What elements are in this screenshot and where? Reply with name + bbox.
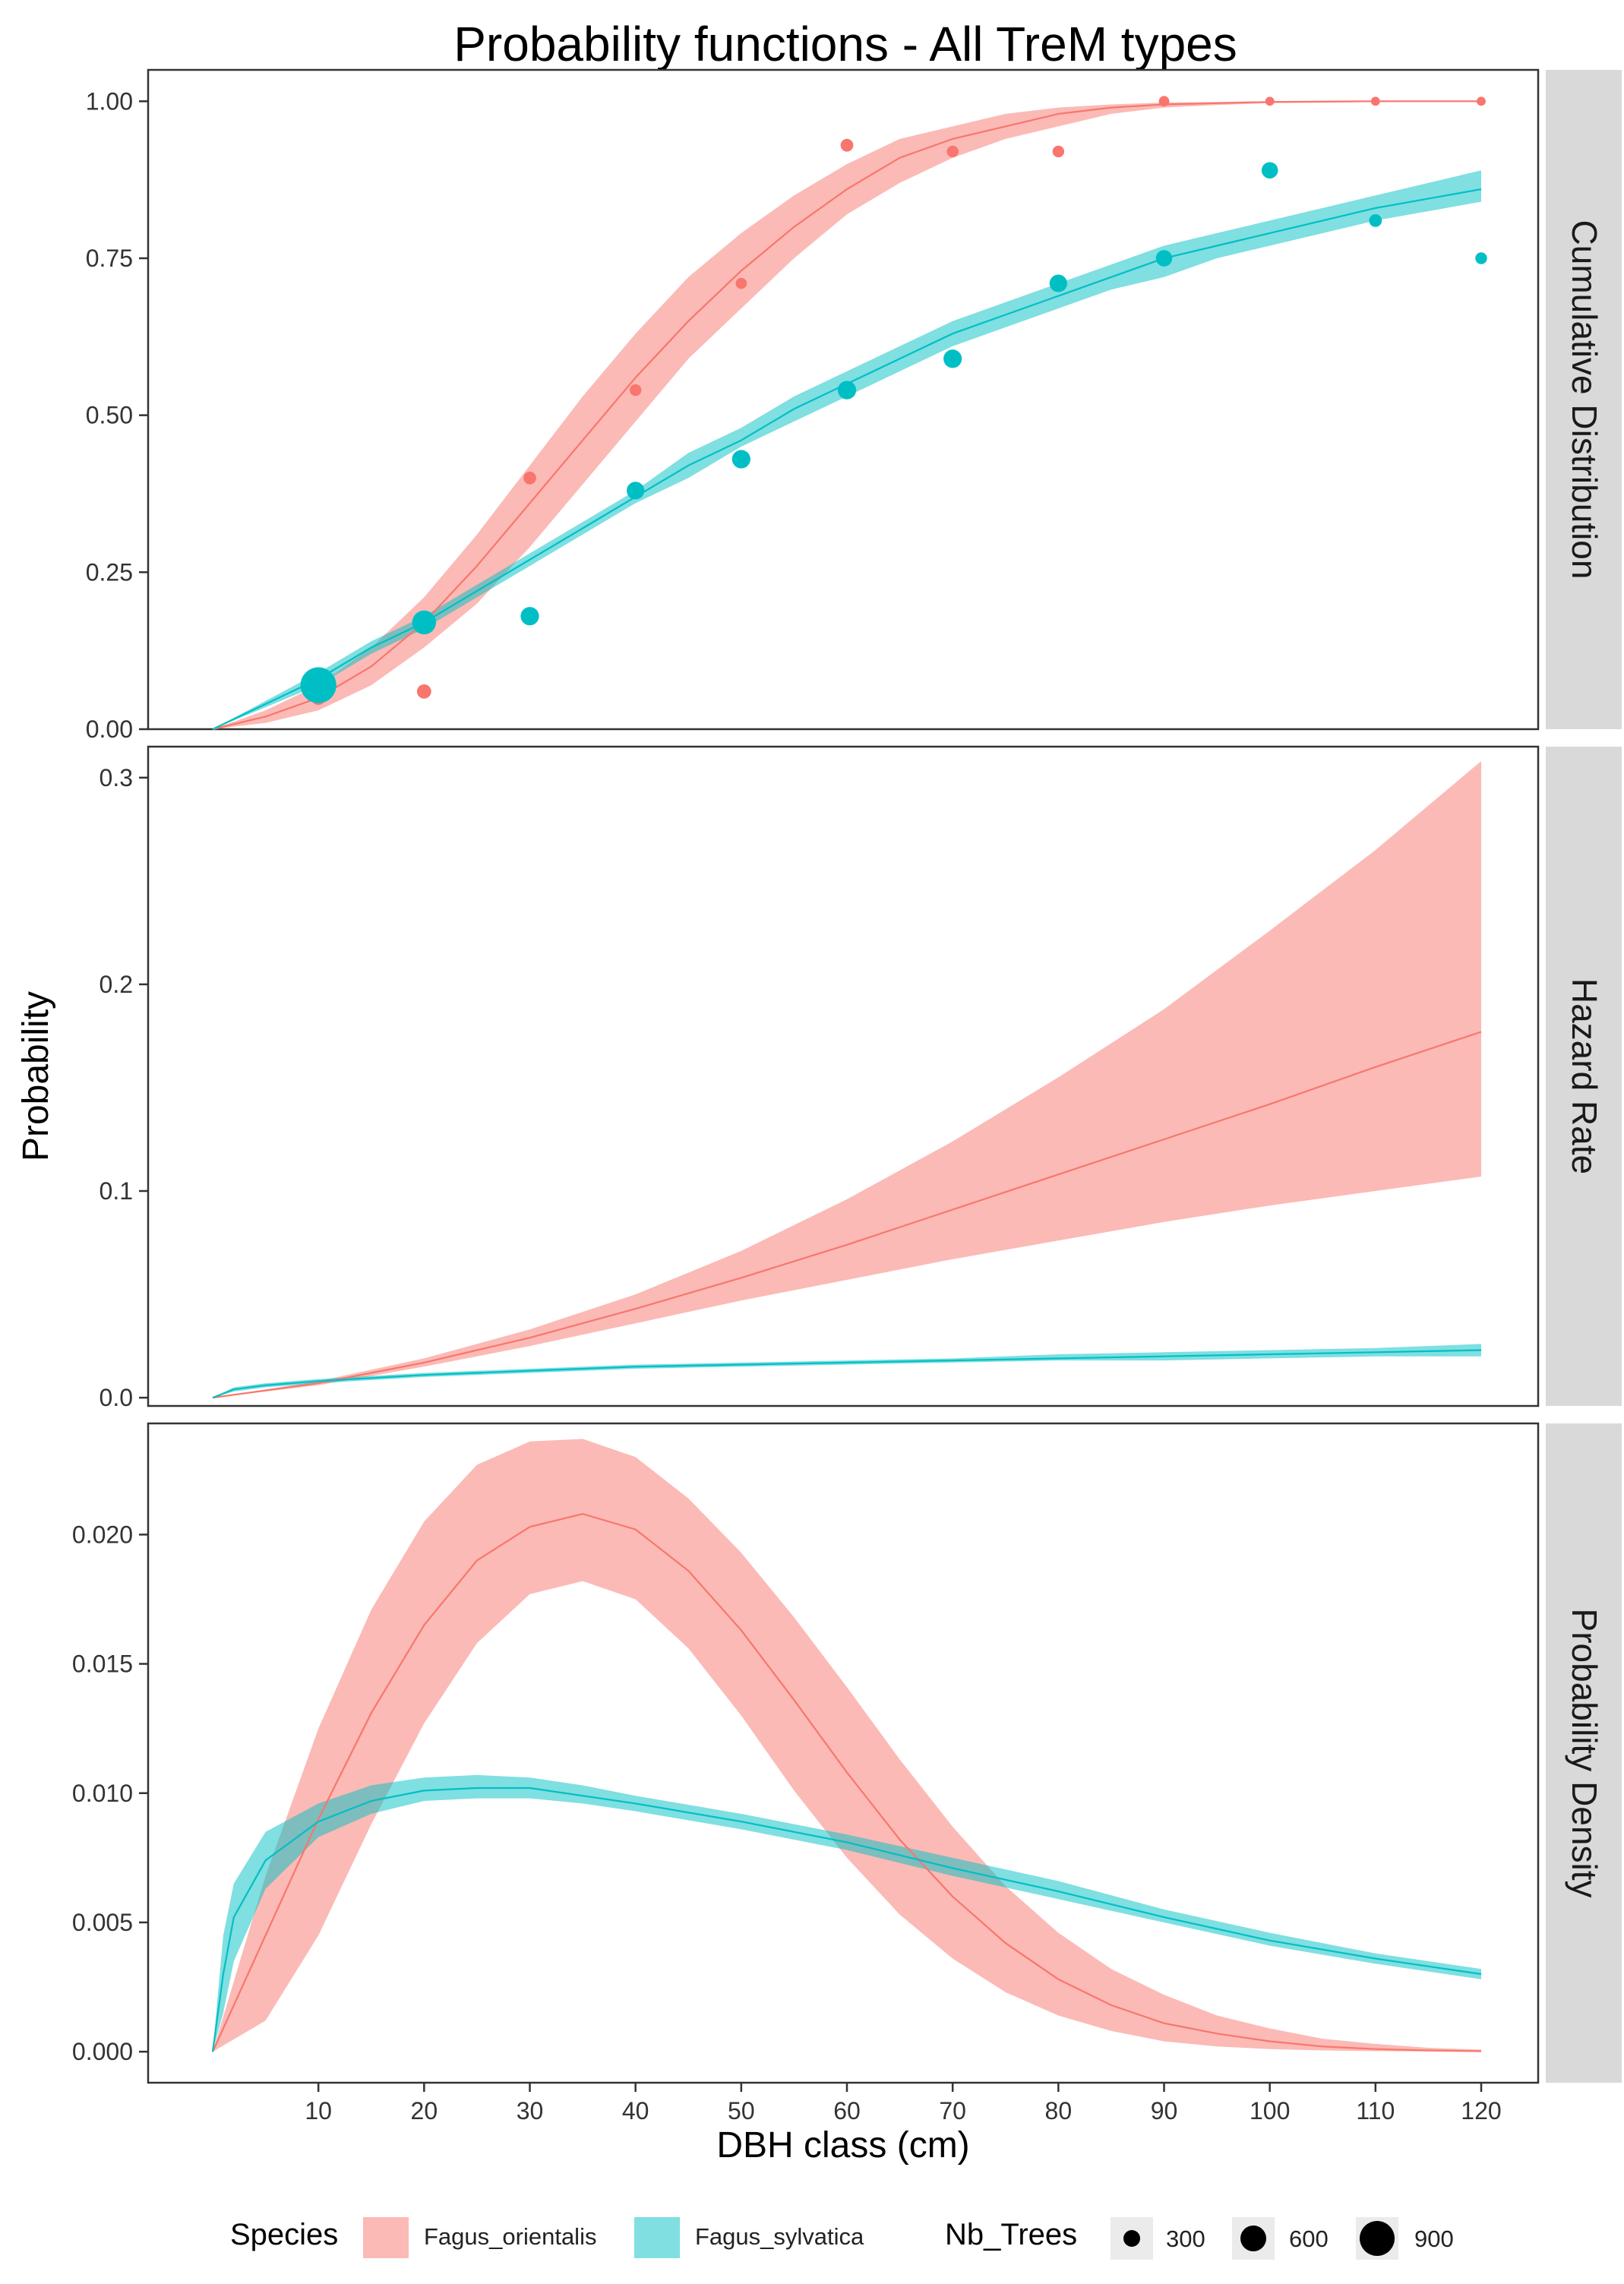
y-tick-label: 1.00 (86, 87, 133, 115)
x-tick-label: 40 (622, 2097, 649, 2124)
confidence-bands (213, 761, 1481, 1398)
strip-label-probability-density: Probability Density (1565, 1609, 1604, 1898)
panel-hazard-rate: 0.0 0.1 0.2 0.3 Hazard Rate (100, 745, 1622, 1411)
legend-title-species: Species (230, 2218, 338, 2251)
x-axis-label: DBH class (cm) (716, 2125, 969, 2166)
point-fagus-sylvatica-40 (627, 482, 645, 500)
point-fagus-sylvatica-20 (412, 610, 437, 635)
x-tick-label: 10 (305, 2097, 332, 2124)
point-fagus-orientalis-90 (1158, 96, 1170, 107)
y-tick-label: 0.020 (72, 1521, 133, 1548)
point-fagus-sylvatica-100 (1261, 162, 1278, 179)
y-axis-ticks: 0.0 0.1 0.2 0.3 (100, 764, 148, 1411)
strip-label-cumulative-distribution: Cumulative Distribution (1565, 220, 1604, 580)
point-fagus-sylvatica-90 (1155, 250, 1173, 267)
y-tick-label: 0.000 (72, 2038, 133, 2065)
x-tick-label: 50 (728, 2097, 755, 2124)
x-tick-label: 80 (1045, 2097, 1073, 2124)
y-tick-label: 0.75 (86, 245, 133, 272)
line-fagus-orientalis (212, 100, 1481, 731)
point-fagus-sylvatica-110 (1369, 214, 1382, 227)
point-fagus-orientalis-110 (1370, 96, 1380, 106)
point-fagus-sylvatica-120 (1475, 252, 1487, 264)
point-fagus-sylvatica-60 (837, 381, 857, 400)
series-lines (211, 1512, 1482, 2052)
y-tick-label: 0.50 (86, 402, 133, 429)
point-fagus-orientalis-20 (416, 684, 431, 699)
point-fagus-orientalis-120 (1477, 96, 1486, 106)
line-fagus-sylvatica (211, 1786, 1482, 2052)
panel-strip (1546, 70, 1622, 729)
point-fagus-orientalis-100 (1265, 96, 1275, 106)
point-fagus-orientalis-50 (735, 277, 747, 289)
legend-size-dot-600 (1240, 2226, 1266, 2251)
strip-label-hazard-rate: Hazard Rate (1565, 978, 1604, 1174)
y-axis-ticks: 0.00 0.25 0.50 0.75 1.00 (86, 87, 148, 743)
series-lines (212, 100, 1482, 731)
line-fagus-sylvatica (212, 188, 1482, 730)
y-tick-label: 0.005 (72, 1909, 133, 1936)
band-fagus-orientalis (213, 1439, 1481, 2052)
line-fagus-orientalis (212, 1031, 1482, 1399)
y-tick-label: 0.0 (100, 1384, 133, 1411)
series-lines (212, 1031, 1482, 1399)
x-tick-label: 60 (833, 2097, 861, 2124)
legend-key-fagus-sylvatica (634, 2217, 680, 2258)
y-tick-label: 0.3 (100, 764, 133, 791)
y-tick-label: 0.2 (100, 971, 133, 998)
point-fagus-orientalis-70 (946, 145, 959, 158)
legend: Species Fagus_orientalis Fagus_sylvatica… (230, 2217, 1454, 2260)
y-tick-label: 0.00 (86, 716, 133, 743)
x-tick-label: 20 (411, 2097, 438, 2124)
x-tick-label: 90 (1151, 2097, 1178, 2124)
legend-size-dot-300 (1123, 2230, 1140, 2247)
x-tick-label: 110 (1356, 2097, 1395, 2124)
legend-title-nb-trees: Nb_Trees (945, 2218, 1077, 2251)
panel-probability-density: 0.000 0.005 0.010 0.015 0.020 Probability De… (72, 1422, 1622, 2084)
y-axis-label: Probability (16, 991, 56, 1161)
y-tick-label: 0.1 (100, 1177, 133, 1205)
legend-key-fagus-orientalis (363, 2217, 409, 2258)
y-axis-ticks: 0.000 0.005 0.010 0.015 0.020 (72, 1521, 148, 2065)
y-tick-label: 0.010 (72, 1780, 133, 1807)
x-tick-label: 30 (517, 2097, 544, 2124)
point-fagus-orientalis-30 (523, 471, 536, 485)
observed-points (300, 96, 1487, 706)
x-tick-label: 120 (1461, 2097, 1501, 2124)
point-fagus-orientalis-60 (840, 138, 854, 152)
point-fagus-sylvatica-70 (943, 349, 962, 368)
band-fagus-sylvatica (213, 1774, 1481, 2052)
legend-size-label-900: 900 (1414, 2226, 1454, 2252)
band-fagus-sylvatica (213, 1344, 1481, 1398)
chart-title: Probability functions - All TreM types (453, 17, 1237, 71)
legend-size-dot-900 (1360, 2221, 1395, 2256)
line-fagus-sylvatica (212, 1349, 1482, 1399)
point-fagus-orientalis-80 (1052, 145, 1065, 158)
panel-cumulative-distribution: 0.00 0.25 0.50 0.75 1.00 Cumulative Distribu… (86, 68, 1622, 743)
x-axis-ticks: 10 20 30 40 50 60 70 80 90 100 110 120 (305, 2083, 1502, 2124)
legend-label-fagus-orientalis: Fagus_orientalis (424, 2223, 596, 2250)
point-fagus-sylvatica-10 (300, 667, 336, 703)
legend-size-label-300: 300 (1166, 2226, 1205, 2252)
panel-strip (1546, 747, 1622, 1406)
x-tick-label: 70 (939, 2097, 966, 2124)
band-fagus-orientalis (213, 761, 1481, 1398)
point-fagus-sylvatica-30 (520, 607, 539, 626)
x-tick-label: 100 (1250, 2097, 1290, 2124)
line-fagus-orientalis (211, 1512, 1482, 2052)
point-fagus-sylvatica-50 (731, 450, 750, 469)
legend-size-label-600: 600 (1289, 2226, 1329, 2252)
panel-strip (1546, 1423, 1622, 2083)
legend-label-fagus-sylvatica: Fagus_sylvatica (695, 2223, 864, 2250)
y-tick-label: 0.25 (86, 558, 133, 586)
point-fagus-sylvatica-80 (1049, 274, 1067, 292)
confidence-bands (213, 1439, 1481, 2052)
y-tick-label: 0.015 (72, 1651, 133, 1678)
point-fagus-orientalis-40 (629, 384, 642, 396)
